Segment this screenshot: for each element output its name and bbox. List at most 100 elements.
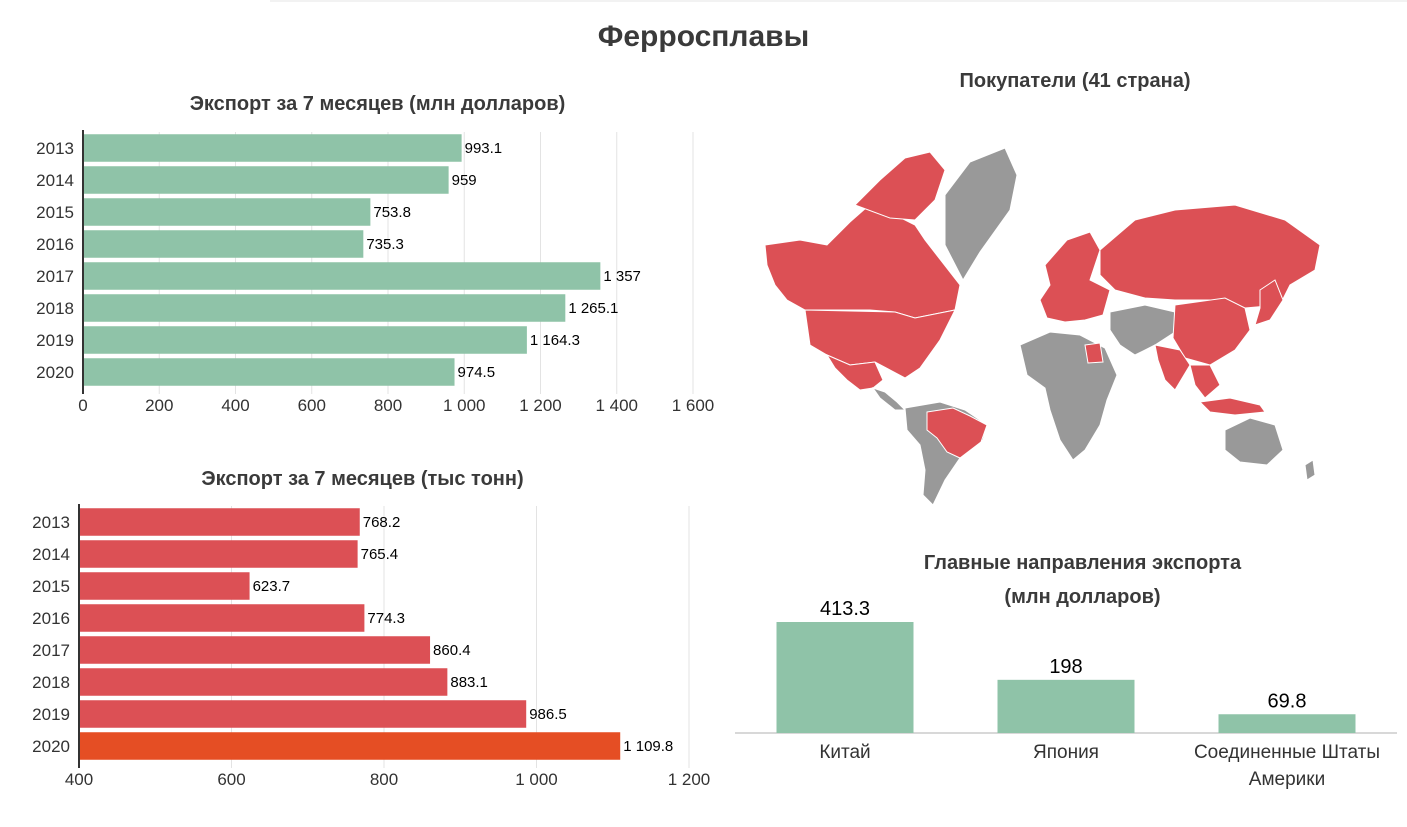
x-tick-label: 400 (65, 770, 93, 789)
map-southeast-asia (1189, 364, 1221, 399)
bar-2014 (79, 540, 358, 568)
value-label: 1 265.1 (568, 300, 618, 317)
value-label: 69.8 (1268, 690, 1307, 712)
x-tick-label: 1 600 (672, 396, 715, 415)
x-tick-label: 1 000 (515, 770, 558, 789)
category-label: 2018 (36, 299, 74, 318)
map-russia (1099, 204, 1321, 309)
bar-2017 (83, 262, 601, 290)
map-indonesia (1198, 397, 1266, 416)
top-divider (270, 0, 1407, 2)
dest-chart-title: Главные направления экспорта (млн доллар… (850, 546, 1315, 614)
map-canada (764, 199, 961, 319)
x-tick-label: 600 (217, 770, 245, 789)
value-label: 413.3 (820, 598, 870, 620)
value-label: 735.3 (366, 236, 404, 253)
bar-2013 (79, 508, 360, 536)
value-label: 986.5 (529, 706, 567, 723)
map-africa (1019, 331, 1118, 461)
value-label: 883.1 (450, 674, 488, 691)
bar-2020 (79, 732, 621, 760)
usd-export-chart: 0 200 400 600 800 1 000 1 200 1 400 1 600 2013 993… (36, 130, 715, 415)
bar-2015 (79, 572, 250, 600)
category-label: 2020 (36, 363, 74, 382)
map-brazil (926, 407, 988, 459)
map-china (1172, 297, 1251, 366)
tons-export-chart: 400 600 800 1 000 1 200 2013 768.2 2014 765.4 201… (32, 504, 711, 789)
value-label: 993.1 (465, 140, 503, 157)
category-label: 2014 (36, 171, 74, 190)
x-tick-label: 800 (370, 770, 398, 789)
value-label: 1 109.8 (623, 738, 673, 755)
value-label: 198 (1049, 656, 1082, 678)
category-label: 2016 (32, 609, 70, 628)
category-label: 2015 (32, 577, 70, 596)
category-label: 2013 (36, 139, 74, 158)
map-australia (1224, 417, 1284, 466)
x-tick-label: 1 000 (443, 396, 486, 415)
value-label: 774.3 (367, 610, 405, 627)
value-label: 765.4 (361, 546, 399, 563)
x-tick-label: 600 (298, 396, 326, 415)
category-label: 2013 (32, 513, 70, 532)
category-label: 2018 (32, 673, 70, 692)
category-label: 2016 (36, 235, 74, 254)
value-label: 959 (452, 172, 477, 189)
category-label: 2019 (32, 705, 70, 724)
dest-chart-title-line2: (млн долларов) (1004, 586, 1161, 608)
value-label: 974.5 (458, 364, 496, 381)
bar-2016 (79, 604, 365, 632)
tons-chart-title: Экспорт за 7 месяцев (тыс тонн) (201, 468, 524, 490)
x-tick-label: 1 400 (595, 396, 638, 415)
map-greenland (944, 147, 1018, 282)
category-label: 2015 (36, 203, 74, 222)
x-tick-label: 400 (221, 396, 249, 415)
map-india (1154, 344, 1191, 391)
map-europe (1039, 231, 1111, 323)
world-map-graphic (764, 147, 1321, 506)
value-label: 623.7 (253, 578, 291, 595)
bar-2018 (83, 294, 566, 322)
map-usa (804, 309, 956, 379)
bar-2014 (83, 166, 449, 194)
value-label: 860.4 (433, 642, 471, 659)
x-tick-label: 800 (374, 396, 402, 415)
category-label: Соединенные Штаты (1194, 742, 1380, 763)
bar-2018 (79, 668, 448, 696)
x-tick-label: 1 200 (668, 770, 711, 789)
bar-2016 (83, 230, 364, 258)
category-label: 2017 (36, 267, 74, 286)
map-japan (1254, 279, 1284, 326)
x-tick-label: 0 (78, 396, 87, 415)
bar-0 (776, 622, 914, 733)
value-label: 768.2 (363, 514, 401, 531)
bar-2019 (83, 326, 527, 354)
map-title: Покупатели (41 страна) (959, 70, 1191, 92)
value-label: 753.8 (373, 204, 411, 221)
dest-chart-title-line1: Главные направления экспорта (923, 552, 1242, 574)
bar-2020 (83, 358, 455, 386)
value-label: 1 164.3 (530, 332, 580, 349)
category-label: Япония (1033, 742, 1099, 763)
bar-2017 (79, 636, 431, 664)
page-title: Ферросплавы (597, 20, 810, 53)
category-label: 2020 (32, 737, 70, 756)
category-label: Америки (1249, 769, 1325, 790)
category-label: 2017 (32, 641, 70, 660)
category-label: 2014 (32, 545, 70, 564)
value-label: 1 357 (603, 268, 641, 285)
bar-2019 (79, 700, 527, 728)
map-new-zealand (1304, 459, 1316, 481)
category-label: Китай (819, 742, 870, 763)
map-arctic-islands (854, 151, 946, 221)
bar-2015 (83, 198, 371, 226)
category-label: 2019 (36, 331, 74, 350)
buyers-world-map (755, 140, 1325, 510)
bar-2013 (83, 134, 462, 162)
usd-chart-title: Экспорт за 7 месяцев (млн долларов) (189, 93, 566, 115)
map-egypt (1084, 342, 1104, 364)
x-tick-label: 200 (145, 396, 173, 415)
x-tick-label: 1 200 (519, 396, 562, 415)
bar-1 (997, 679, 1135, 733)
